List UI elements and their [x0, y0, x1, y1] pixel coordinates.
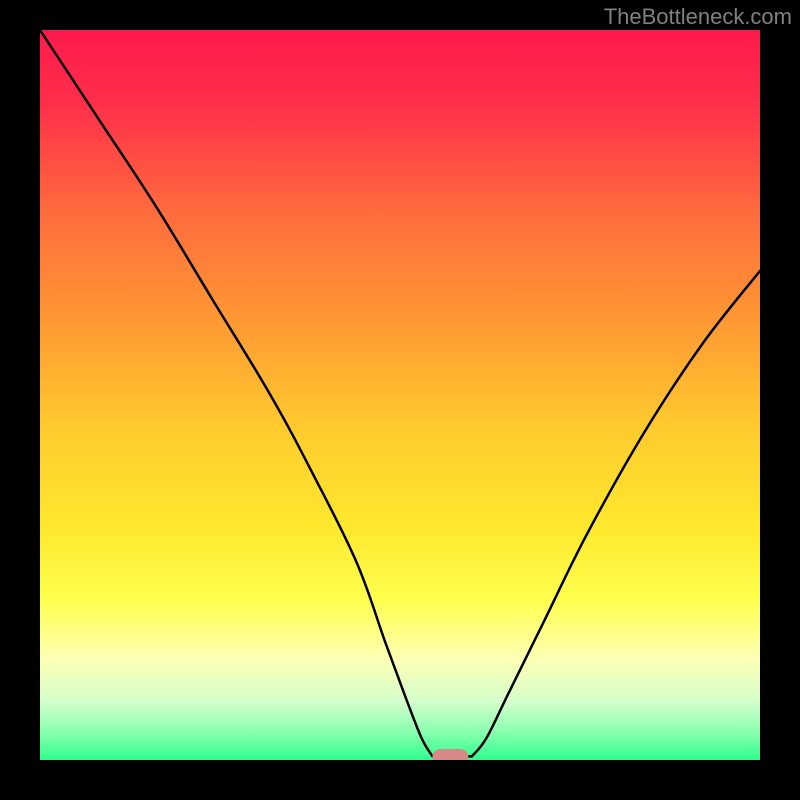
- bottleneck-curve-layer: [40, 30, 760, 760]
- bottleneck-curve: [40, 30, 760, 756]
- minimum-marker: [432, 749, 468, 760]
- watermark-text: TheBottleneck.com: [604, 4, 792, 30]
- bottleneck-chart: [40, 30, 760, 760]
